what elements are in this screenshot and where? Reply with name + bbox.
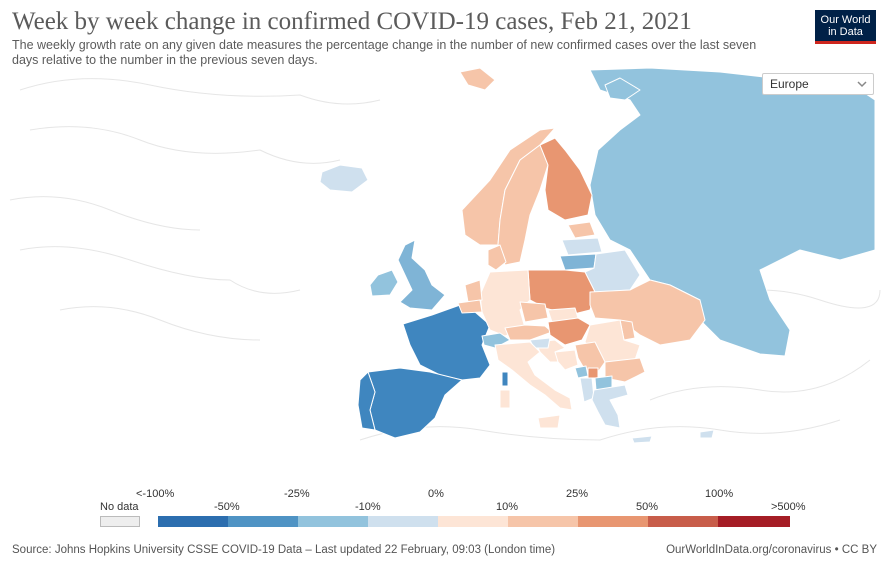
country-bosnia[interactable]: Bosnia and Herzegovina: [554, 349, 579, 371]
license-link[interactable]: OurWorldInData.org/coronavirus • CC BY: [666, 544, 877, 556]
country-italy[interactable]: Italy: [494, 341, 573, 411]
legend-bottom-label: No data: [100, 501, 139, 513]
country-czechia[interactable]: Czechia: [519, 301, 549, 323]
legend-top-label: -25%: [284, 488, 310, 500]
country-montenegro[interactable]: Montenegro: [574, 365, 589, 379]
country-spain[interactable]: Spain: [367, 367, 463, 439]
country-hungary[interactable]: Hungary: [547, 317, 591, 346]
country-uk[interactable]: United Kingdom: [397, 239, 446, 311]
logo-line-2: in Data: [828, 26, 863, 38]
europe-map: Russia France Spain Portugal United King…: [9, 67, 881, 444]
legend-bottom-label: -50%: [214, 501, 240, 513]
chevron-down-icon: [857, 81, 867, 88]
legend-bin: [158, 516, 228, 527]
country-crete[interactable]: Crete: [631, 435, 653, 444]
chart-title: Week by week change in confirmed COVID-1…: [12, 8, 692, 35]
country-denmark[interactable]: Denmark: [487, 244, 507, 271]
country-ukraine[interactable]: Ukraine: [589, 279, 706, 346]
region-select-value: Europe: [770, 77, 809, 91]
country-kosovo[interactable]: Kosovo: [587, 367, 599, 379]
legend-bin: [438, 516, 508, 527]
country-greece[interactable]: Greece: [591, 384, 629, 429]
country-lithuania[interactable]: Lithuania: [559, 253, 597, 271]
legend-top-label: <-100%: [136, 488, 175, 500]
country-sardinia[interactable]: Sardinia: [499, 389, 511, 409]
chart-subtitle: The weekly growth rate on any given date…: [12, 38, 757, 67]
country-novaya-zemlya[interactable]: Novaya Zemlya: [604, 77, 641, 101]
legend-bottom-label: -10%: [355, 501, 381, 513]
legend-bin: [508, 516, 578, 527]
country-ireland[interactable]: Ireland: [369, 269, 399, 297]
country-sicily[interactable]: Sicily: [537, 414, 561, 429]
country-netherlands[interactable]: Netherlands: [464, 279, 483, 303]
legend-bin: [298, 516, 368, 527]
region-select[interactable]: Europe: [762, 73, 874, 95]
owid-logo[interactable]: Our World in Data: [815, 10, 876, 44]
country-finland[interactable]: Finland: [539, 137, 593, 221]
country-latvia[interactable]: Latvia: [561, 237, 603, 256]
legend-top-label: 0%: [428, 488, 444, 500]
legend-bin: [718, 516, 790, 527]
legend-no-data-swatch: [100, 516, 140, 527]
country-cyprus[interactable]: Cyprus: [699, 429, 715, 439]
country-france[interactable]: France: [402, 304, 491, 381]
legend-bottom-label: 50%: [636, 501, 659, 513]
color-legend: <-100% -25% 0% 25% 100% No data -50% -10…: [0, 482, 883, 530]
background-land-outlines: [9, 78, 881, 441]
legend-bottom-label: 10%: [496, 501, 519, 513]
country-estonia[interactable]: Estonia: [567, 221, 596, 239]
country-belgium[interactable]: Belgium: [457, 299, 483, 314]
legend-top-label: 25%: [566, 488, 589, 500]
country-iceland[interactable]: Iceland: [319, 164, 369, 193]
legend-top-label: 100%: [705, 488, 734, 500]
country-corsica[interactable]: Corsica: [501, 371, 509, 387]
country-russia[interactable]: Russia: [589, 67, 876, 357]
country-sweden[interactable]: Sweden: [497, 144, 549, 266]
logo-line-1: Our World: [820, 14, 871, 26]
legend-bin: [648, 516, 718, 527]
country-portugal[interactable]: Portugal: [357, 371, 376, 431]
legend-bottom-label: >500%: [771, 501, 806, 513]
legend-bin: [228, 516, 298, 527]
country-austria[interactable]: Austria: [504, 324, 553, 341]
legend-bin: [368, 516, 438, 527]
country-bulgaria[interactable]: Bulgaria: [604, 357, 646, 383]
source-note: Source: Johns Hopkins University CSSE CO…: [12, 544, 556, 556]
legend-bin: [578, 516, 648, 527]
country-svalbard[interactable]: Svalbard: [459, 67, 496, 91]
